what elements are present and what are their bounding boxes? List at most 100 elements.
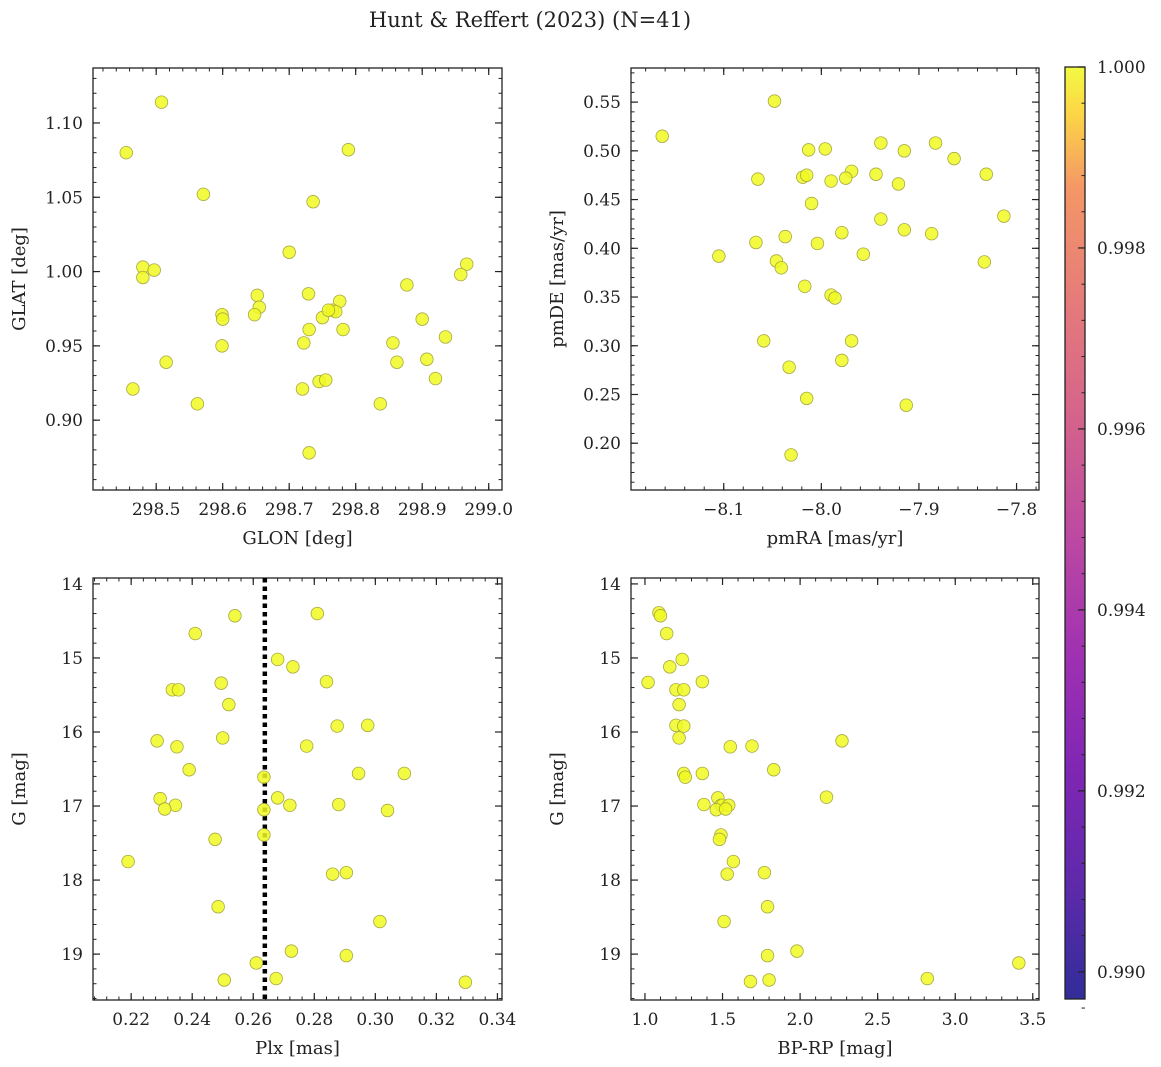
data-point — [270, 652, 285, 667]
x-tick-label: 1.0 — [631, 1010, 658, 1030]
y-tick-label: 19 — [61, 945, 83, 965]
data-point — [641, 675, 655, 690]
x-tick-label: 298.9 — [398, 500, 447, 520]
y-tick-label: 1.00 — [45, 263, 83, 283]
data-point — [215, 312, 230, 326]
x-tick-label: 298.8 — [331, 500, 380, 520]
data-point — [798, 279, 812, 294]
data-point — [695, 766, 710, 781]
y-tick-label: 1.05 — [45, 188, 83, 208]
data-point — [310, 606, 325, 621]
data-point — [760, 948, 775, 963]
data-point — [774, 261, 789, 275]
colorbar-tick-label: 0.996 — [1097, 420, 1146, 440]
axes-frame — [630, 577, 1040, 1001]
data-point — [270, 791, 285, 805]
y-tick-label: 15 — [599, 649, 621, 669]
data-point — [920, 971, 935, 986]
data-point — [672, 731, 686, 745]
data-point — [222, 697, 236, 712]
data-point — [678, 770, 692, 784]
data-point — [695, 674, 710, 689]
data-point — [760, 900, 775, 914]
data-point — [784, 448, 798, 462]
data-point — [216, 731, 230, 745]
y-axis-label: GLAT [deg] — [9, 227, 30, 331]
data-point — [170, 740, 184, 754]
data-point — [147, 263, 161, 277]
data-point — [283, 798, 297, 812]
data-point — [325, 867, 340, 881]
panel-pmra-pmde: −8.1 −8.0 −7.9 −7.8 0.20 0.25 0.30 0.35 0.40 0.45… — [547, 67, 1040, 549]
data-point — [336, 322, 350, 337]
x-tick-label: −8.0 — [801, 500, 842, 520]
data-point — [339, 948, 354, 963]
x-tick-label: 0.24 — [173, 1010, 211, 1030]
y-tick-label: 0.35 — [583, 288, 621, 308]
x-tick-label: 2.0 — [787, 1010, 814, 1030]
data-point — [158, 802, 172, 816]
data-point — [997, 209, 1011, 223]
data-point — [159, 355, 173, 369]
data-point — [677, 683, 691, 697]
data-point — [306, 195, 320, 209]
data-point — [373, 914, 387, 929]
data-point — [415, 312, 429, 326]
data-point — [454, 267, 468, 282]
data-point — [762, 973, 776, 987]
y-tick-label: 0.20 — [583, 434, 621, 454]
data-point — [301, 287, 316, 301]
y-tick-label: 16 — [61, 723, 83, 743]
data-point — [874, 136, 888, 150]
data-point — [121, 854, 135, 869]
y-tick-label: 17 — [599, 797, 621, 817]
data-point — [211, 900, 225, 914]
data-point — [718, 802, 733, 816]
data-point — [269, 971, 283, 986]
data-point — [214, 676, 228, 690]
data-point — [828, 291, 842, 305]
data-point — [757, 334, 771, 348]
data-point — [835, 226, 849, 240]
x-tick-label: 0.26 — [234, 1010, 272, 1030]
data-point — [257, 770, 271, 784]
data-point — [720, 867, 734, 881]
x-tick-label: 2.5 — [864, 1010, 891, 1030]
data-point — [782, 360, 796, 374]
y-tick-label: 14 — [599, 575, 621, 595]
panel-bprp-g: 1.0 1.5 2.0 2.5 3.0 3.5 14 15 16 17 18 19 BP-RP [mag… — [547, 575, 1046, 1059]
data-point — [361, 718, 375, 733]
data-point — [257, 803, 271, 817]
x-axis-label: GLON [deg] — [242, 528, 352, 549]
data-point — [217, 973, 231, 987]
colorbar-gradient — [1065, 67, 1085, 999]
data-point — [677, 719, 691, 733]
colorbar-tick-label: 0.990 — [1097, 963, 1146, 983]
data-point — [947, 151, 961, 166]
data-point — [928, 136, 943, 150]
data-point — [297, 336, 311, 350]
y-tick-label: 0.30 — [583, 337, 621, 357]
data-point — [818, 142, 832, 156]
x-axis-label: pmRA [mas/yr] — [767, 528, 904, 549]
y-tick-label: 0.55 — [583, 93, 621, 113]
data-point — [351, 766, 366, 781]
x-tick-label: −8.1 — [703, 500, 744, 520]
y-axis-label: pmDE [mas/yr] — [547, 210, 568, 348]
data-point — [726, 854, 741, 869]
data-point — [182, 763, 196, 777]
data-point — [319, 373, 333, 387]
colorbar-tick-label: 1.000 — [1097, 58, 1146, 78]
y-tick-label: 0.25 — [583, 385, 621, 405]
x-tick-label: 0.32 — [417, 1010, 455, 1030]
data-point — [751, 172, 765, 186]
colorbar-tick-label: 0.992 — [1097, 782, 1146, 802]
data-point — [743, 974, 758, 989]
data-point — [799, 391, 814, 406]
data-point — [824, 174, 838, 188]
y-axis-label: G [mag] — [547, 752, 568, 825]
data-point — [745, 739, 759, 753]
data-point — [438, 330, 453, 344]
y-tick-label: 18 — [61, 871, 83, 891]
data-point — [286, 660, 300, 674]
